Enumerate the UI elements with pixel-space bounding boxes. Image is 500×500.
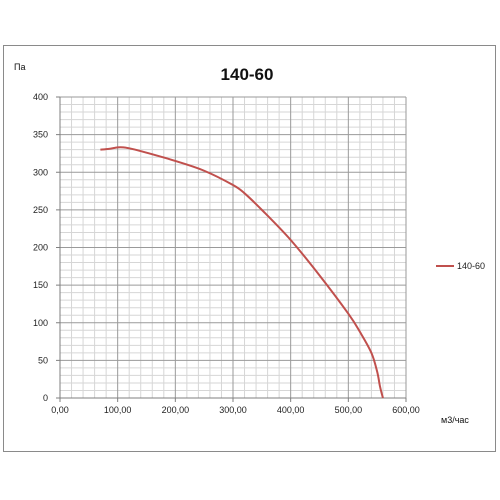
- y-tick-label: 350: [33, 130, 48, 140]
- y-tick-label: 250: [33, 205, 48, 215]
- x-tick-label: 600,00: [392, 405, 420, 415]
- x-tick-label: 400,00: [277, 405, 305, 415]
- x-tick-labels: 0,00 100,00 200,00 300,00 400,00 500,00 600,00: [51, 398, 420, 415]
- series-lines: [100, 146, 384, 399]
- y-tick-label: 50: [38, 355, 48, 365]
- x-tick-label: 500,00: [335, 405, 363, 415]
- x-axis-title: м3/час: [441, 415, 469, 425]
- x-tick-label: 300,00: [219, 405, 247, 415]
- y-tick-labels: 0 50 100 150 200 250 300 350 400: [33, 92, 60, 403]
- legend-label: 140-60: [457, 261, 485, 271]
- chart-title: 140-60: [221, 65, 274, 84]
- x-tick-label: 200,00: [162, 405, 190, 415]
- legend: 140-60: [436, 261, 485, 271]
- chart-frame: [3, 45, 496, 452]
- y-tick-label: 400: [33, 92, 48, 102]
- series-line-140-60: [100, 146, 384, 399]
- x-tick-label: 100,00: [104, 405, 132, 415]
- y-tick-label: 0: [43, 393, 48, 403]
- y-axis-title: Па: [14, 62, 25, 72]
- y-tick-label: 100: [33, 318, 48, 328]
- y-tick-label: 200: [33, 243, 48, 253]
- y-tick-label: 300: [33, 167, 48, 177]
- x-tick-label: 0,00: [51, 405, 69, 415]
- y-tick-label: 150: [33, 280, 48, 290]
